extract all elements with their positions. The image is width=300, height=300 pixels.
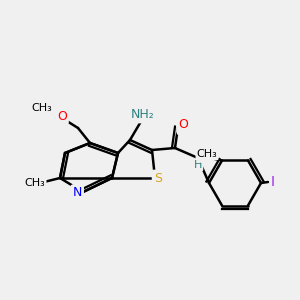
Text: O: O xyxy=(178,121,188,134)
Text: CH₃: CH₃ xyxy=(25,178,45,188)
Text: I: I xyxy=(271,175,275,189)
Text: N: N xyxy=(198,148,208,161)
Text: H: H xyxy=(194,160,202,170)
Text: CH₃: CH₃ xyxy=(196,149,218,159)
Text: NH₂: NH₂ xyxy=(131,109,155,122)
Text: O: O xyxy=(57,110,67,122)
Text: N: N xyxy=(73,185,83,199)
Text: O: O xyxy=(178,118,188,131)
Text: O: O xyxy=(54,112,64,124)
Text: S: S xyxy=(153,173,161,187)
Text: S: S xyxy=(154,172,162,184)
Text: N: N xyxy=(72,187,82,200)
Text: NH₂: NH₂ xyxy=(131,109,155,122)
Text: CH₃: CH₃ xyxy=(32,103,52,113)
